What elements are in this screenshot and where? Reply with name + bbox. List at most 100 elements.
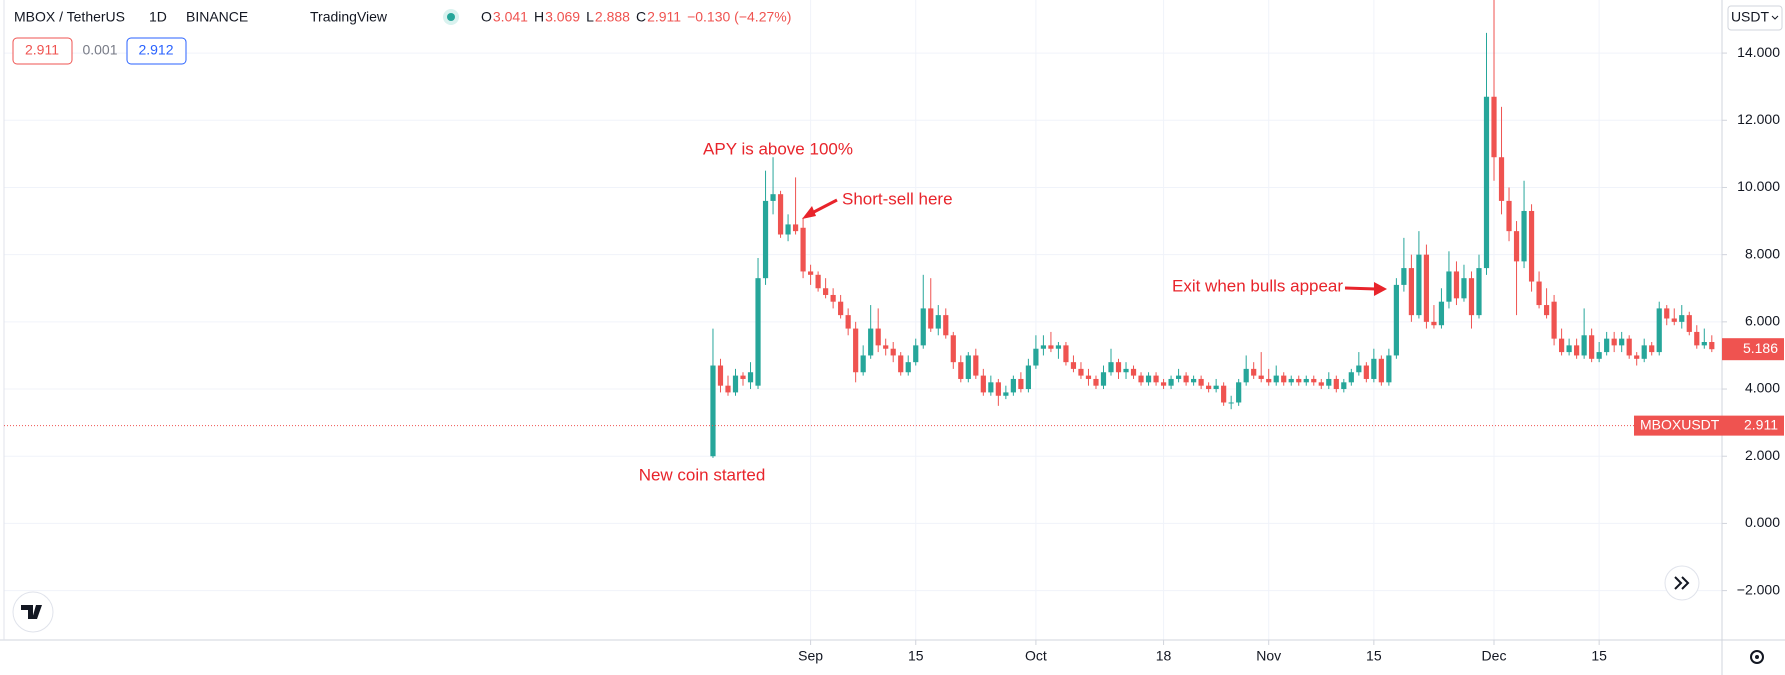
- gear: [1750, 650, 1764, 664]
- candle-body: [1626, 338, 1632, 356]
- candle-body: [1130, 368, 1137, 376]
- ohlc-value: 2.888: [595, 9, 630, 25]
- candle-body: [920, 308, 926, 346]
- ask-box[interactable]: [126, 37, 187, 65]
- candle-body: [838, 301, 844, 316]
- candle-body: [1574, 345, 1580, 356]
- ohlc-label: L: [586, 9, 594, 25]
- scroll-icon: [1674, 576, 1690, 590]
- candle-body: [1619, 338, 1625, 346]
- source: TradingView: [310, 9, 388, 25]
- interval: 1D: [149, 9, 167, 25]
- candle-body: [1641, 345, 1647, 359]
- candle-body: [1221, 385, 1227, 403]
- candle-body: [770, 194, 776, 201]
- candle-body: [830, 294, 836, 302]
- candle-body: [717, 365, 724, 386]
- arrow-head: [802, 206, 816, 219]
- symbol-price: 2.911: [1744, 416, 1778, 432]
- candle-body: [965, 355, 971, 379]
- candle-body: [777, 194, 784, 235]
- candle-body: [732, 375, 739, 393]
- candle-body: [1175, 375, 1182, 379]
- candle-body: [1356, 365, 1362, 373]
- candle-body: [1656, 308, 1662, 353]
- candle-body: [1266, 378, 1272, 383]
- candle-body: [1589, 335, 1595, 359]
- bid-box[interactable]: [12, 37, 73, 65]
- candle-body: [1671, 318, 1677, 322]
- annotation: Exit when bulls appear: [1172, 276, 1343, 295]
- candle-body: [845, 315, 851, 329]
- candle-body: [1273, 375, 1279, 383]
- ohlc-label: C: [636, 9, 646, 25]
- candle-body: [1018, 378, 1024, 390]
- candle-body: [853, 328, 859, 373]
- candle-body: [1093, 378, 1099, 386]
- candle-body: [1528, 210, 1535, 282]
- candle-body: [1649, 345, 1655, 353]
- settings-icon[interactable]: [1750, 650, 1764, 664]
- candle-body: [1611, 338, 1617, 346]
- x-tick-label: Oct: [1025, 648, 1047, 664]
- candle-body: [913, 345, 919, 363]
- exchange: BINANCE: [186, 9, 248, 25]
- arrow: [809, 198, 838, 216]
- candle-body: [1386, 355, 1392, 383]
- candle-body: [1506, 200, 1512, 232]
- candle-body: [725, 385, 731, 393]
- candle-body: [980, 375, 986, 393]
- candle-body: [823, 288, 829, 295]
- candle-body: [1686, 315, 1692, 332]
- candle-body: [1408, 268, 1414, 316]
- x-tick-label: 15: [1591, 648, 1607, 664]
- candle-body: [1311, 378, 1317, 383]
- candle-body: [1281, 375, 1287, 383]
- candle-body: [1258, 375, 1264, 379]
- candle-body: [1604, 338, 1610, 353]
- candle-body: [1198, 378, 1204, 386]
- candle-body: [1153, 375, 1159, 383]
- candle-body: [1476, 268, 1482, 316]
- ohlc: O 3.041 H 3.069 L 2.888 C 2.911: [481, 9, 681, 25]
- candle-body: [1191, 378, 1197, 383]
- candle-body: [1446, 271, 1452, 302]
- annotation: New coin started: [639, 465, 766, 484]
- candle-body: [1025, 365, 1031, 390]
- candle-body: [883, 345, 889, 349]
- candle-body: [1138, 375, 1144, 383]
- symbol-title: MBOX / TetherUS: [14, 9, 125, 25]
- candle-body: [1040, 345, 1047, 349]
- currency-caret: [1771, 15, 1779, 20]
- candle-body: [1701, 342, 1707, 346]
- candle-body: [1416, 254, 1422, 316]
- y-tick-label: 14.000: [1737, 44, 1780, 60]
- x-tick-label: 15: [908, 648, 924, 664]
- candle-body: [868, 328, 874, 356]
- x-tick-label: Nov: [1256, 648, 1281, 664]
- candle-body: [800, 227, 806, 272]
- candle-body: [1296, 378, 1302, 383]
- ohlc-label: O: [481, 9, 492, 25]
- candle-body: [1318, 382, 1324, 386]
- currency: USDT: [1731, 9, 1770, 25]
- candle-body: [1063, 345, 1069, 363]
- logo: [21, 605, 42, 619]
- candle-body: [943, 315, 949, 336]
- grid: [4, 0, 1722, 640]
- candle-body: [1664, 308, 1670, 319]
- candle-body: [1559, 338, 1565, 353]
- y-tick-label: 4.000: [1745, 380, 1780, 396]
- candle-body: [1033, 348, 1039, 366]
- candle-body: [1145, 375, 1152, 383]
- arrow-head: [1374, 282, 1387, 296]
- currency-button[interactable]: [1727, 5, 1783, 31]
- y-tick-label: 8.000: [1745, 245, 1780, 261]
- candle-body: [1431, 321, 1437, 326]
- candle-body: [1288, 378, 1294, 383]
- candle-body: [890, 348, 896, 356]
- annotation: APY is above 100%: [703, 139, 853, 158]
- candle-body: [860, 355, 866, 373]
- candle-body: [1010, 378, 1016, 393]
